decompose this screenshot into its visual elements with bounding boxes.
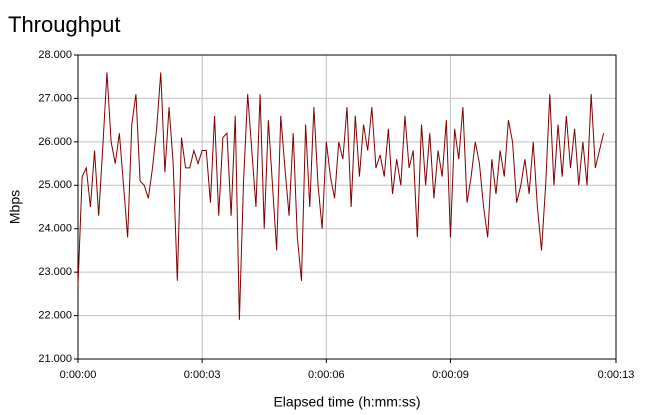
y-axis-label: Mbps — [7, 190, 23, 224]
y-tick-label: 25.000 — [38, 179, 72, 191]
y-tick-label: 26.000 — [38, 136, 72, 148]
y-tick-label: 28.000 — [38, 49, 72, 61]
data-line — [77, 72, 605, 320]
x-tick-label: 0:00:06 — [308, 369, 345, 381]
x-tick-label: 0:00:13 — [598, 369, 635, 381]
plot-frame — [77, 54, 617, 360]
y-tick-label: 23.000 — [38, 266, 72, 278]
y-tick-label: 22.000 — [38, 309, 72, 321]
x-tick-label: 0:00:00 — [60, 369, 97, 381]
y-tick-label: 21.000 — [38, 353, 72, 365]
chart-title: Throughput — [8, 12, 121, 37]
y-tick-label: 27.000 — [38, 92, 72, 104]
x-axis-label: Elapsed time (h:mm:ss) — [273, 394, 420, 410]
x-tick-label: 0:00:09 — [432, 369, 469, 381]
x-tick-label: 0:00:03 — [184, 369, 221, 381]
y-tick-label: 24.000 — [38, 223, 72, 235]
